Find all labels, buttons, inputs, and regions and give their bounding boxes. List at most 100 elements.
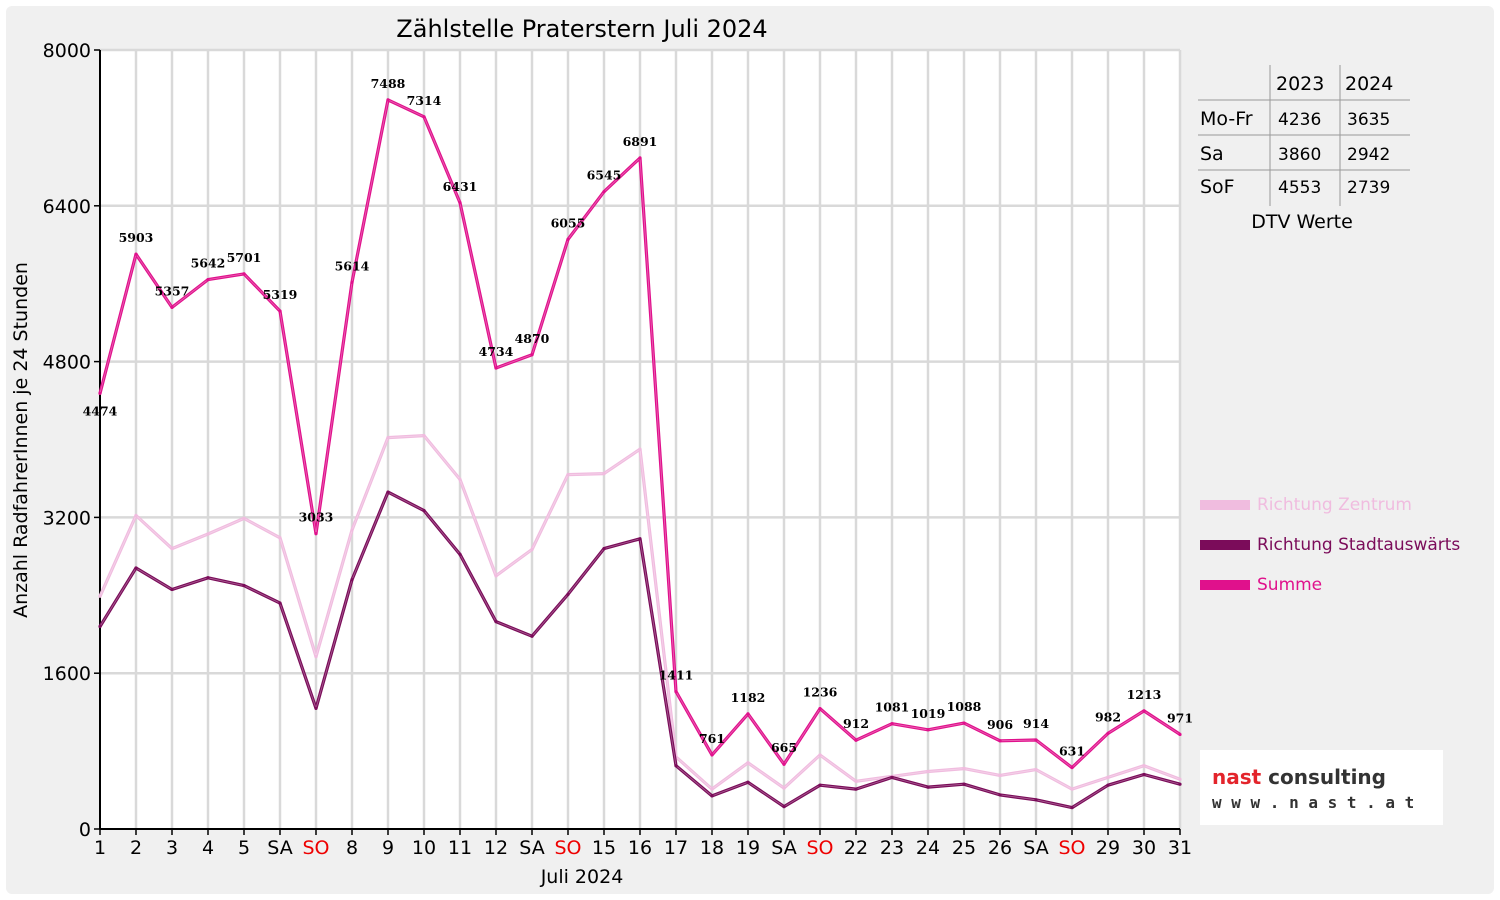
- x-tick-label: 2: [130, 837, 142, 859]
- series-lines: [98, 98, 1182, 810]
- data-point: [350, 578, 354, 582]
- x-tick-label: 18: [700, 837, 724, 859]
- data-point: [962, 782, 966, 786]
- data-point: [242, 583, 246, 588]
- logo-word-nast: nast: [1212, 765, 1262, 789]
- x-tick-label: SA: [771, 837, 796, 859]
- nast-consulting-logo: nast consulting w w w . n a s t . a t: [1200, 750, 1443, 825]
- x-axis-title: Juli 2024: [540, 866, 624, 888]
- data-point: [422, 508, 426, 513]
- data-point: [278, 309, 282, 313]
- logo-box: [1200, 750, 1443, 825]
- data-point: [782, 786, 786, 790]
- data-point: [1142, 764, 1146, 768]
- data-label: 7488: [371, 76, 406, 91]
- data-point: [926, 785, 930, 789]
- x-tick-label: SO: [302, 837, 329, 859]
- data-point: [890, 775, 894, 779]
- data-point: [890, 722, 894, 726]
- data-point: [998, 793, 1002, 797]
- data-label: 6545: [587, 168, 622, 183]
- data-point: [1070, 787, 1074, 791]
- x-tick-label: 26: [988, 837, 1012, 859]
- data-label: 6891: [623, 134, 658, 149]
- x-tick-label: 15: [592, 837, 616, 859]
- data-point: [566, 592, 570, 596]
- data-point: [458, 201, 462, 205]
- x-tick-label: 31: [1168, 837, 1192, 859]
- data-point: [314, 706, 318, 710]
- legend-swatch-zentrum: [1200, 500, 1250, 510]
- table-header-2024: 2024: [1345, 73, 1393, 95]
- data-point: [170, 587, 174, 592]
- dtv-table: 2023 2024 Mo-Fr 4236 3635 Sa 3860 2942 S…: [1198, 65, 1410, 233]
- data-point: [386, 98, 390, 102]
- data-point: [638, 447, 642, 451]
- data-point: [1142, 772, 1146, 777]
- data-point: [530, 547, 534, 552]
- data-label: 5357: [155, 283, 190, 298]
- table-header-2023: 2023: [1276, 73, 1324, 95]
- data-point: [98, 594, 102, 598]
- table-row-label: SoF: [1200, 176, 1235, 198]
- data-point: [746, 761, 750, 765]
- data-point: [818, 753, 822, 757]
- data-point: [494, 574, 498, 578]
- data-point: [278, 536, 282, 540]
- x-tick-label: SA: [267, 837, 292, 859]
- data-point: [926, 728, 930, 732]
- x-tick-label: SO: [806, 837, 833, 859]
- data-label: 1081: [875, 700, 910, 715]
- data-point: [134, 566, 138, 570]
- data-point: [602, 471, 606, 476]
- table-cell: 3635: [1347, 110, 1390, 130]
- data-point: [674, 764, 678, 768]
- data-point: [170, 546, 174, 551]
- data-label: 4474: [83, 403, 118, 418]
- table-row-label: Sa: [1200, 143, 1224, 165]
- data-point: [854, 779, 858, 783]
- data-point: [422, 115, 426, 119]
- data-label: 4734: [479, 344, 514, 359]
- data-point: [458, 552, 462, 557]
- data-point: [530, 634, 534, 638]
- logo-text: nast consulting: [1212, 765, 1386, 789]
- data-point: [782, 805, 786, 809]
- data-point: [494, 619, 498, 624]
- data-point: [422, 434, 426, 438]
- x-tick-label: 29: [1096, 837, 1120, 859]
- data-label: 1236: [803, 685, 838, 700]
- data-label: 1088: [947, 699, 982, 714]
- data-point: [1034, 798, 1038, 802]
- data-point: [1106, 731, 1110, 735]
- data-point: [494, 366, 498, 370]
- data-point: [1070, 805, 1074, 810]
- data-point: [602, 190, 606, 194]
- data-point: [1178, 782, 1182, 786]
- data-label: 631: [1059, 744, 1085, 759]
- logo-word-consulting: consulting: [1268, 765, 1386, 789]
- y-tick-label: 3200: [43, 507, 91, 529]
- data-point: [206, 278, 210, 282]
- logo-url: w w w . n a s t . a t: [1212, 793, 1414, 812]
- chart-title: Zählstelle Praterstern Juli 2024: [396, 15, 767, 43]
- x-tick-label: SO: [554, 837, 581, 859]
- data-label: 3033: [299, 510, 334, 525]
- data-point: [314, 655, 318, 659]
- data-point: [674, 690, 678, 694]
- data-point: [854, 787, 858, 791]
- data-label: 6055: [551, 215, 586, 230]
- data-point: [458, 477, 462, 482]
- x-tick-label: 5: [238, 837, 250, 859]
- data-point: [530, 353, 534, 357]
- data-point: [962, 767, 966, 771]
- data-point: [350, 528, 354, 532]
- data-label: 665: [771, 740, 797, 755]
- data-point: [314, 532, 318, 536]
- data-point: [98, 624, 102, 629]
- table-cell: 2739: [1347, 178, 1390, 198]
- x-tick-label: 10: [412, 837, 436, 859]
- table-caption: DTV Werte: [1251, 211, 1353, 233]
